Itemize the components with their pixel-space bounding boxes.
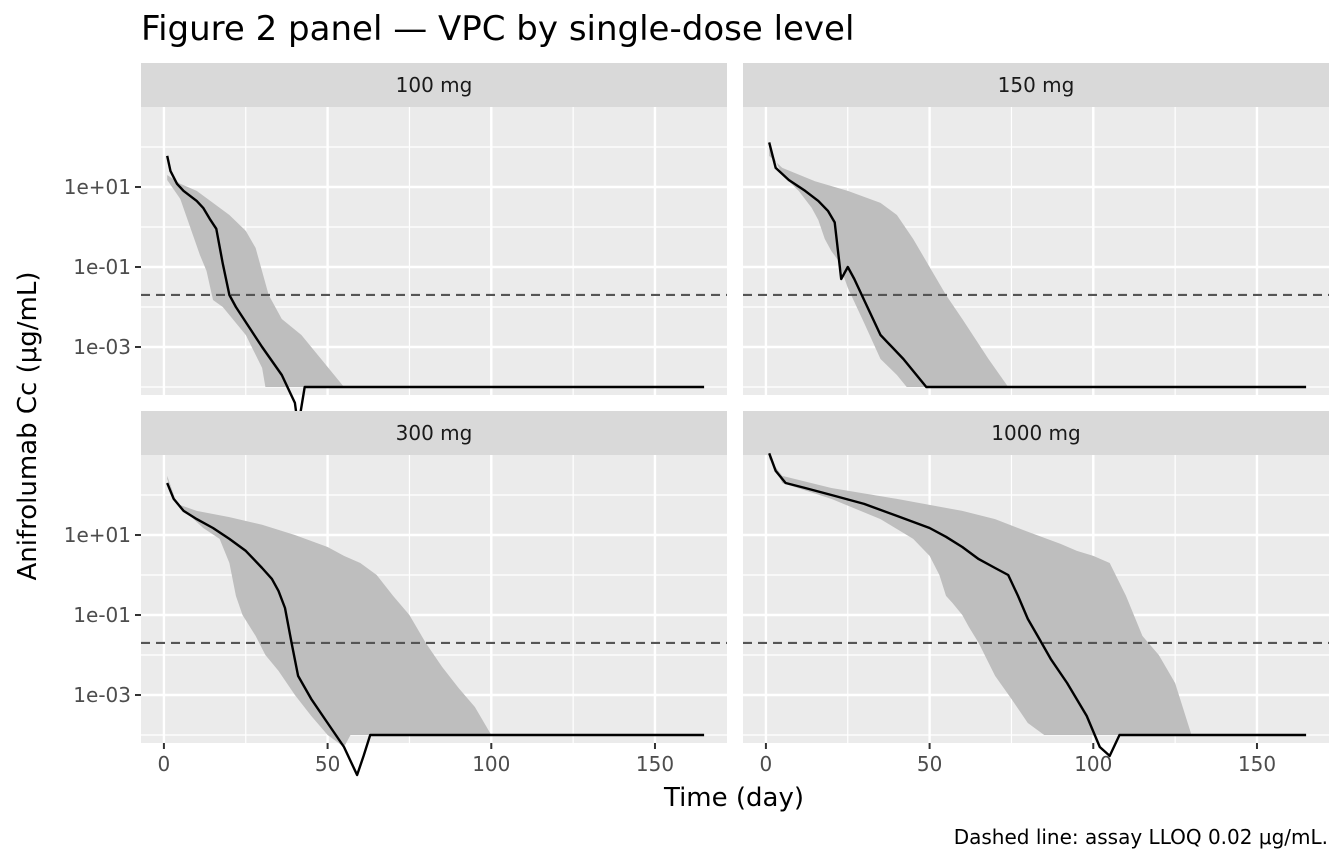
- facet-strip: [141, 411, 727, 455]
- median-line: [166, 482, 705, 777]
- facet-panel: 300 mg: [141, 411, 727, 777]
- facet-panel: 150 mg: [743, 63, 1329, 395]
- facet-strip-label: 100 mg: [396, 73, 473, 97]
- facet-strip: [141, 63, 727, 107]
- y-tick-label: 1e-03: [73, 683, 131, 707]
- median-line: [768, 452, 1307, 758]
- chart-title: Figure 2 panel — VPC by single-dose leve…: [141, 9, 854, 49]
- prediction-interval-band: [167, 475, 705, 747]
- axes: 1e+01 1e-01 1e-03 1e+01 1e-01 1e-03 0 50 100 150 0…: [64, 175, 1276, 776]
- facet-panel: 100 mg: [141, 63, 727, 429]
- y-tick-label: 1e-03: [73, 335, 131, 359]
- x-tick-label: 150: [1238, 752, 1276, 776]
- x-tick-label: 100: [472, 752, 510, 776]
- median-line: [166, 155, 705, 429]
- facet-strip-label: 300 mg: [396, 421, 473, 445]
- x-tick-label: 50: [315, 752, 340, 776]
- facet-strip: [743, 411, 1329, 455]
- x-axis-title: Time (day): [663, 783, 804, 813]
- x-tick-label: 0: [760, 752, 773, 776]
- facet-panels: 100 mg 150 mg 300 mg 1000 mg: [141, 63, 1329, 777]
- y-axis-title: Anifrolumab Cc (μg/mL): [13, 271, 43, 580]
- facet-panel: 1000 mg: [743, 411, 1329, 758]
- panel-background: [743, 107, 1329, 395]
- median-line: [768, 142, 1307, 389]
- y-tick-label: 1e+01: [64, 523, 131, 547]
- x-tick-label: 150: [636, 752, 674, 776]
- y-tick-label: 1e-01: [73, 603, 131, 627]
- x-tick-label: 0: [158, 752, 171, 776]
- y-tick-label: 1e-01: [73, 255, 131, 279]
- facet-strip-label: 1000 mg: [991, 421, 1080, 445]
- facet-strip-label: 150 mg: [998, 73, 1075, 97]
- facet-strip: [743, 63, 1329, 107]
- prediction-interval-band: [769, 147, 1307, 387]
- caption: Dashed line: assay LLOQ 0.02 μg/mL.: [954, 825, 1328, 849]
- prediction-interval-band: [769, 455, 1307, 735]
- x-tick-label: 50: [917, 752, 942, 776]
- x-tick-label: 100: [1074, 752, 1112, 776]
- y-tick-label: 1e+01: [64, 175, 131, 199]
